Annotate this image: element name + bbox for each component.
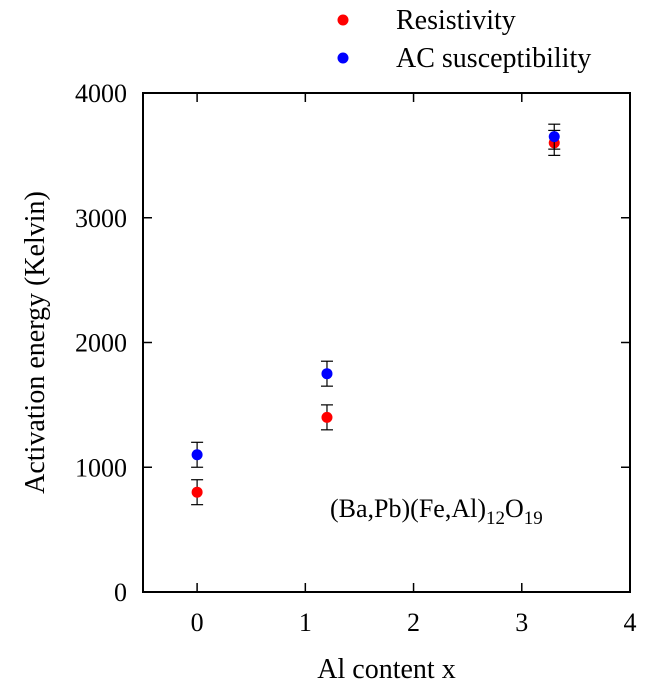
data-point	[191, 449, 203, 461]
legend-marker	[337, 14, 349, 26]
data-point	[321, 411, 333, 423]
formula-sub-19: 19	[524, 508, 543, 529]
data-point	[191, 486, 203, 498]
y-tick-label: 1000	[75, 453, 127, 482]
y-tick-label: 3000	[75, 204, 127, 233]
x-tick-label: 1	[299, 608, 312, 637]
legend-marker	[337, 52, 349, 64]
series-resistivity	[191, 129, 561, 506]
formula-base: (Ba,Pb)(Fe,Al)	[330, 494, 486, 523]
formula-sub-12: 12	[486, 508, 505, 529]
x-tick-label: 0	[191, 608, 204, 637]
legend: Resistivity AC susceptibility	[337, 5, 591, 74]
plot-frame	[142, 92, 631, 593]
formula-oxygen: O	[505, 494, 524, 523]
formula-annotation: (Ba,Pb)(Fe,Al)12O19	[330, 494, 543, 529]
legend-label: AC susceptibility	[396, 43, 591, 74]
data-point	[321, 368, 333, 380]
data-series	[191, 123, 561, 506]
series-ac-susceptibility	[191, 123, 561, 468]
x-axis-label: Al content x	[317, 654, 455, 685]
data-point	[548, 131, 560, 143]
y-tick-label: 2000	[75, 329, 127, 358]
x-tick-label: 4	[624, 608, 637, 637]
y-tick-label: 4000	[75, 79, 127, 108]
y-tick-label: 0	[114, 578, 127, 607]
y-axis-label: Activation energy (Kelvin)	[20, 191, 51, 494]
x-tick-label: 2	[407, 608, 420, 637]
legend-label: Resistivity	[396, 5, 516, 36]
x-tick-label: 3	[515, 608, 528, 637]
